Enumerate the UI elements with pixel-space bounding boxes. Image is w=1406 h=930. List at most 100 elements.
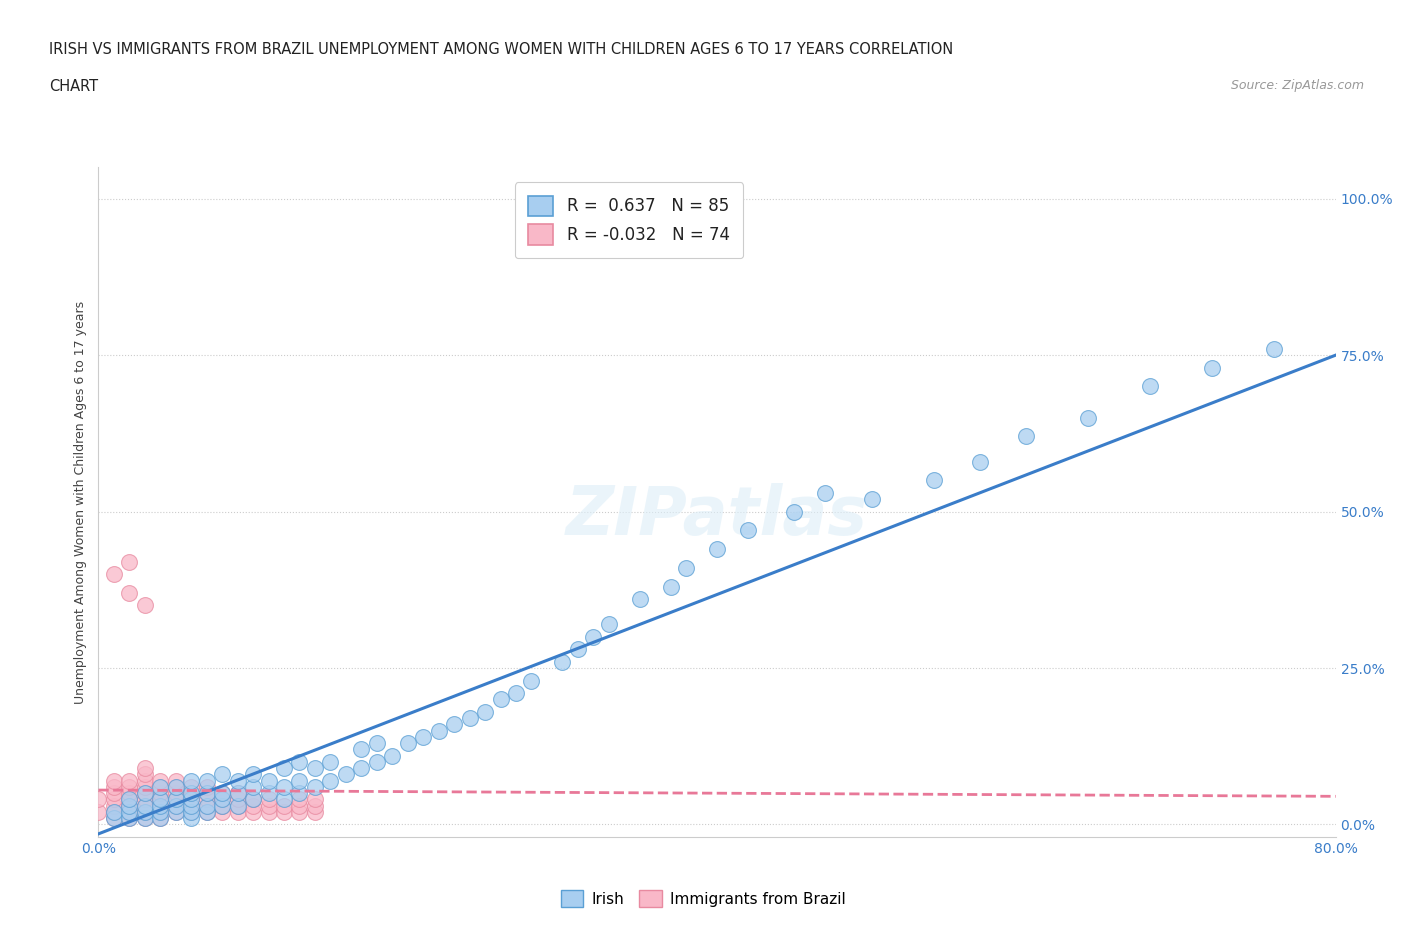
Point — [134, 798, 156, 813]
Point — [288, 792, 311, 807]
Point — [118, 804, 141, 819]
Point — [226, 786, 249, 801]
Point — [149, 811, 172, 826]
Point — [165, 798, 187, 813]
Point — [103, 779, 125, 794]
Point — [783, 504, 806, 519]
Point — [180, 798, 202, 813]
Point — [211, 792, 233, 807]
Point — [427, 724, 450, 738]
Point — [118, 792, 141, 807]
Point — [257, 804, 280, 819]
Point — [211, 798, 233, 813]
Point — [149, 811, 172, 826]
Point — [134, 786, 156, 801]
Point — [180, 779, 202, 794]
Point — [273, 792, 295, 807]
Point — [165, 779, 187, 794]
Point — [149, 779, 172, 794]
Point — [211, 786, 233, 801]
Point — [180, 798, 202, 813]
Point — [350, 761, 373, 776]
Point — [474, 704, 496, 719]
Point — [489, 692, 512, 707]
Point — [134, 811, 156, 826]
Point — [103, 804, 125, 819]
Point — [149, 779, 172, 794]
Point — [180, 804, 202, 819]
Point — [567, 642, 589, 657]
Point — [149, 798, 172, 813]
Legend: R =  0.637   N = 85, R = -0.032   N = 74: R = 0.637 N = 85, R = -0.032 N = 74 — [515, 182, 742, 259]
Point — [226, 804, 249, 819]
Point — [304, 804, 326, 819]
Point — [165, 779, 187, 794]
Point — [87, 792, 110, 807]
Point — [814, 485, 837, 500]
Point — [319, 773, 342, 788]
Point — [103, 804, 125, 819]
Point — [180, 792, 202, 807]
Point — [149, 804, 172, 819]
Point — [149, 792, 172, 807]
Y-axis label: Unemployment Among Women with Children Ages 6 to 17 years: Unemployment Among Women with Children A… — [75, 300, 87, 704]
Point — [335, 767, 357, 782]
Point — [520, 673, 543, 688]
Point — [134, 798, 156, 813]
Point — [195, 773, 218, 788]
Point — [134, 811, 156, 826]
Point — [1015, 429, 1038, 444]
Point — [242, 767, 264, 782]
Point — [443, 717, 465, 732]
Point — [659, 579, 682, 594]
Point — [134, 779, 156, 794]
Point — [211, 786, 233, 801]
Point — [1139, 379, 1161, 394]
Point — [195, 804, 218, 819]
Point — [211, 767, 233, 782]
Point — [118, 811, 141, 826]
Point — [103, 792, 125, 807]
Point — [118, 773, 141, 788]
Point — [860, 492, 883, 507]
Point — [103, 811, 125, 826]
Point — [304, 779, 326, 794]
Point — [288, 804, 311, 819]
Point — [257, 773, 280, 788]
Point — [134, 786, 156, 801]
Point — [226, 798, 249, 813]
Point — [134, 767, 156, 782]
Point — [87, 804, 110, 819]
Point — [257, 786, 280, 801]
Point — [180, 786, 202, 801]
Point — [180, 792, 202, 807]
Point — [675, 561, 697, 576]
Point — [211, 804, 233, 819]
Point — [211, 798, 233, 813]
Point — [582, 630, 605, 644]
Point — [134, 804, 156, 819]
Point — [134, 761, 156, 776]
Point — [706, 541, 728, 556]
Point — [396, 736, 419, 751]
Point — [103, 773, 125, 788]
Point — [304, 798, 326, 813]
Point — [118, 804, 141, 819]
Point — [134, 804, 156, 819]
Point — [103, 811, 125, 826]
Point — [134, 773, 156, 788]
Point — [304, 761, 326, 776]
Point — [242, 792, 264, 807]
Point — [226, 786, 249, 801]
Text: CHART: CHART — [49, 79, 98, 94]
Point — [103, 786, 125, 801]
Point — [149, 804, 172, 819]
Point — [195, 786, 218, 801]
Point — [134, 792, 156, 807]
Point — [288, 754, 311, 769]
Point — [118, 779, 141, 794]
Point — [103, 566, 125, 581]
Point — [149, 792, 172, 807]
Point — [118, 798, 141, 813]
Point — [257, 798, 280, 813]
